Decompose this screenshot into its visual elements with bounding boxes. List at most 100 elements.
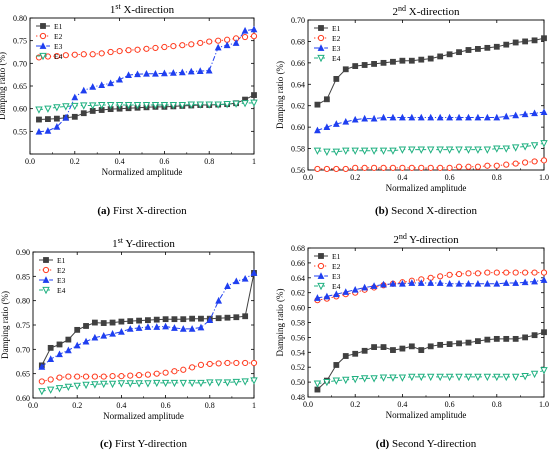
- x-tick-label: 0.4: [115, 157, 125, 166]
- data-point: [502, 373, 510, 382]
- data-point: [241, 33, 249, 41]
- data-point: [250, 99, 258, 107]
- data-point: [465, 47, 472, 53]
- data-point: [475, 46, 481, 52]
- y-tick-label: 0.70: [13, 59, 27, 68]
- series-line: [38, 28, 255, 133]
- data-point: [124, 101, 133, 110]
- data-point: [332, 120, 340, 127]
- data-point: [91, 381, 99, 389]
- data-point: [531, 37, 538, 44]
- data-point: [53, 123, 61, 130]
- data-point: [170, 379, 179, 388]
- data-point: [241, 378, 249, 386]
- series-E3: [38, 269, 258, 370]
- panel-caption: (b) Second X-direction: [375, 205, 478, 217]
- data-point: [53, 104, 61, 112]
- y-tick-label: 0.62: [291, 289, 305, 298]
- data-point: [232, 277, 240, 285]
- legend-label: E4: [332, 282, 341, 291]
- data-point: [437, 341, 444, 348]
- y-axis-label: Damping ratio (%): [0, 52, 7, 120]
- data-point: [152, 69, 159, 77]
- data-point: [360, 375, 369, 383]
- data-point: [427, 55, 434, 62]
- data-point: [62, 52, 69, 59]
- data-point: [455, 163, 463, 170]
- data-point: [484, 44, 491, 51]
- legend-label: E1: [57, 256, 66, 265]
- data-point: [427, 164, 434, 171]
- data-point: [224, 314, 231, 321]
- legend-marker: [317, 262, 325, 270]
- data-point: [455, 270, 463, 278]
- data-point: [493, 162, 500, 169]
- data-point: [135, 380, 143, 388]
- data-point: [198, 315, 204, 322]
- data-point: [214, 43, 222, 51]
- data-point: [242, 313, 249, 320]
- data-point: [170, 43, 177, 50]
- data-point: [125, 71, 132, 79]
- x-tick-label: 0.6: [161, 401, 171, 410]
- legend-label: E3: [54, 42, 63, 51]
- data-point: [332, 377, 341, 385]
- series-E4: [313, 140, 548, 156]
- data-point: [89, 83, 97, 90]
- panel-caption: (c) First Y-direction: [100, 438, 187, 450]
- data-point: [80, 110, 87, 117]
- data-point: [100, 380, 108, 389]
- data-point: [531, 332, 538, 339]
- data-point: [179, 379, 187, 388]
- data-point: [313, 147, 322, 155]
- y-tick-label: 0.66: [291, 259, 305, 268]
- x-tick-label: 0.6: [445, 400, 455, 409]
- data-point: [436, 113, 444, 121]
- legend-label: E2: [332, 262, 341, 271]
- data-point: [143, 69, 150, 77]
- data-point: [151, 101, 160, 110]
- data-point: [361, 62, 368, 68]
- data-point: [408, 113, 416, 121]
- data-point: [232, 39, 240, 46]
- data-point: [188, 41, 195, 48]
- data-point: [171, 316, 178, 323]
- data-point: [64, 346, 72, 354]
- data-point: [64, 383, 73, 392]
- chart-panel-1: 2nd X-direction 0.0 0.2 0.4 0.6 0.8 1.0 0.56 0.5…: [275, 4, 549, 217]
- x-axis-label: Normalized amplitude: [386, 183, 467, 193]
- data-point: [314, 294, 321, 301]
- data-point: [522, 159, 529, 166]
- data-point: [379, 374, 388, 382]
- data-point: [531, 109, 538, 117]
- data-point: [389, 113, 397, 121]
- y-tick-label: 0.65: [16, 370, 30, 379]
- data-point: [65, 373, 72, 380]
- data-point: [224, 359, 231, 367]
- data-point: [109, 373, 116, 380]
- data-point: [389, 374, 397, 382]
- data-point: [250, 33, 258, 40]
- data-point: [474, 163, 482, 170]
- series-line: [317, 37, 545, 106]
- legend-label: E1: [54, 22, 63, 31]
- data-point: [162, 369, 169, 376]
- data-point: [71, 113, 78, 120]
- plot-frame: [29, 17, 255, 155]
- data-point: [512, 335, 519, 342]
- data-point: [408, 146, 416, 154]
- data-point: [531, 158, 538, 165]
- data-point: [541, 35, 547, 42]
- data-point: [398, 374, 407, 382]
- data-point: [530, 370, 539, 379]
- data-point: [503, 269, 510, 276]
- data-point: [223, 379, 232, 387]
- y-tick-label: 0.66: [291, 59, 305, 68]
- x-axis-label: Normalized amplitude: [102, 167, 183, 177]
- data-point: [323, 96, 330, 103]
- data-point: [474, 113, 482, 121]
- data-point: [484, 269, 491, 276]
- data-point: [189, 315, 196, 322]
